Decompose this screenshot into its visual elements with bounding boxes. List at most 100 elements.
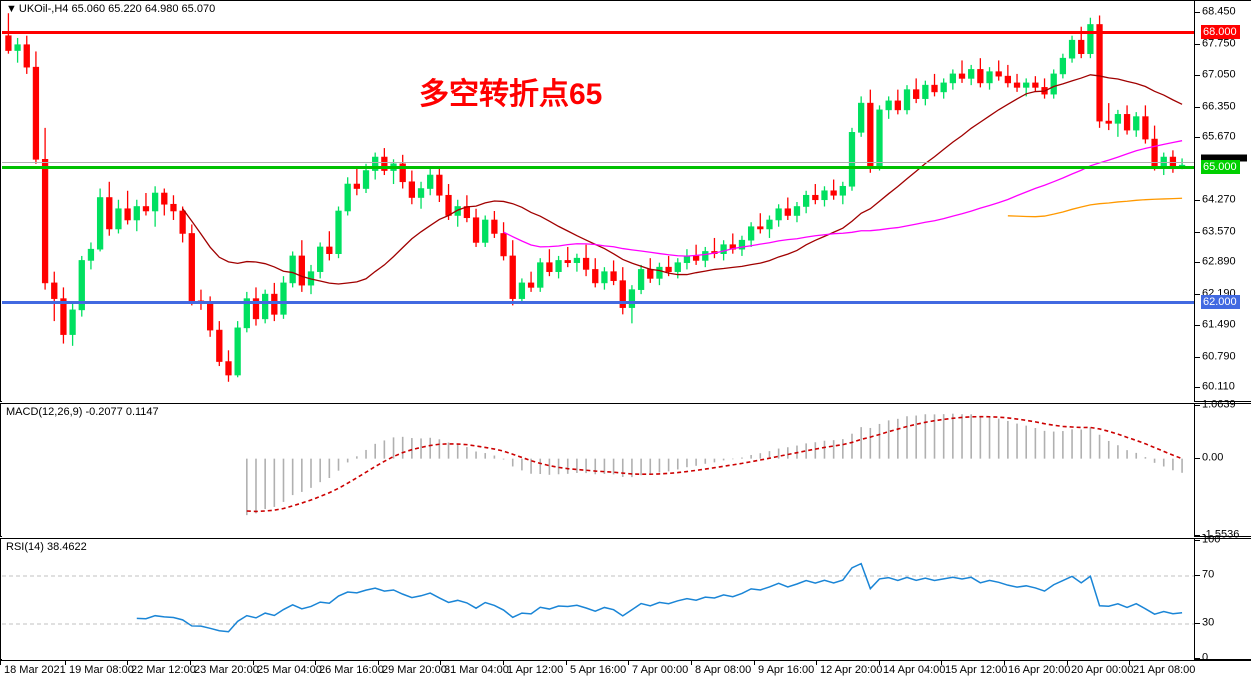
candle-body bbox=[317, 246, 324, 272]
price-tick bbox=[1195, 231, 1200, 233]
candle-body bbox=[848, 132, 856, 187]
last-price-block[interactable] bbox=[1201, 154, 1247, 162]
ma-slow-line bbox=[1007, 197, 1183, 218]
candle-body bbox=[518, 282, 526, 299]
price-scale-label: 67.050 bbox=[1202, 68, 1236, 81]
price-axis-divider bbox=[1194, 1, 1195, 401]
price-scale[interactable]: 68.450 67.750 67.050 66.350 65.670 64.270 63.5… bbox=[1195, 1, 1251, 401]
rsi-scale[interactable]: 100 70 30 0 bbox=[1195, 534, 1251, 663]
candle-body bbox=[766, 219, 773, 230]
candle-body bbox=[298, 255, 305, 286]
price-tag-68-000[interactable]: 68.000 bbox=[1201, 25, 1240, 40]
rsi-svg bbox=[2, 562, 1194, 633]
candle-body bbox=[23, 44, 30, 68]
rsi-tick bbox=[1195, 540, 1200, 541]
time-axis-label: 8 Apr 08:00 bbox=[695, 664, 752, 676]
hline-pivot-65[interactable] bbox=[2, 166, 1194, 170]
time-tick bbox=[1004, 661, 1005, 665]
time-axis-label: 29 Mar 20:00 bbox=[382, 664, 447, 676]
candle-body bbox=[894, 100, 901, 111]
macd-plot-area[interactable] bbox=[2, 405, 1194, 537]
ma-fast-line bbox=[182, 74, 1183, 285]
price-tag-65-000[interactable]: 65.000 bbox=[1201, 160, 1240, 175]
price-tick bbox=[1195, 262, 1200, 264]
hline-current-price-line[interactable] bbox=[2, 162, 1194, 164]
candle-body bbox=[720, 244, 727, 254]
candle-body bbox=[344, 183, 351, 212]
time-axis-label: 14 Apr 04:00 bbox=[883, 664, 946, 676]
candle-body bbox=[610, 271, 617, 281]
candle-body bbox=[968, 69, 975, 79]
candle-body bbox=[78, 260, 85, 311]
time-axis-label: 19 Mar 08:00 bbox=[69, 664, 134, 676]
macd-tick bbox=[1195, 457, 1200, 459]
candle-body bbox=[1068, 39, 1076, 59]
time-tick bbox=[628, 661, 629, 665]
hline-resistance-68[interactable] bbox=[2, 31, 1194, 35]
price-tick bbox=[1195, 293, 1200, 295]
price-tick bbox=[1195, 387, 1200, 389]
price-tick bbox=[1195, 12, 1200, 14]
candle-body bbox=[1032, 82, 1039, 88]
rsi-tick bbox=[1195, 575, 1200, 576]
candle-body bbox=[133, 206, 140, 221]
macd-svg bbox=[246, 413, 1183, 516]
candle-body bbox=[41, 159, 49, 284]
candle-body bbox=[647, 269, 654, 279]
candle-body bbox=[427, 174, 434, 189]
candle-body bbox=[142, 206, 150, 212]
candle-body bbox=[839, 185, 846, 196]
rsi-line bbox=[136, 562, 1183, 633]
candle-body bbox=[564, 260, 571, 263]
candle-body bbox=[958, 73, 966, 79]
candle-body bbox=[372, 156, 379, 171]
macd-signal-line bbox=[246, 415, 1183, 513]
candle-body bbox=[151, 192, 159, 212]
candle-body bbox=[472, 217, 480, 243]
time-axis[interactable]: 18 Mar 2021 19 Mar 08:00 22 Mar 12:00 23 Ma… bbox=[0, 660, 1251, 682]
candle-body bbox=[656, 266, 663, 279]
candle-body bbox=[537, 262, 544, 288]
time-axis-label: 9 Apr 16:00 bbox=[758, 664, 815, 676]
candle-body bbox=[271, 293, 278, 315]
price-tick bbox=[1195, 43, 1200, 45]
price-scale-label: 64.270 bbox=[1202, 193, 1236, 206]
rsi-plot-area[interactable] bbox=[2, 540, 1194, 660]
macd-scale-label: 1.0639 bbox=[1202, 398, 1236, 411]
candle-body bbox=[1151, 138, 1158, 167]
ma-mid-line bbox=[503, 140, 1183, 257]
candle-body bbox=[1133, 116, 1140, 131]
time-tick bbox=[1067, 661, 1068, 665]
price-scale-label: 66.350 bbox=[1202, 100, 1236, 113]
candle-body bbox=[69, 309, 76, 335]
price-panel-header: ▼ UKOil-,H4 65.060 65.220 64.980 65.070 bbox=[6, 4, 215, 15]
time-axis-label: 23 Mar 20:00 bbox=[194, 664, 259, 676]
time-tick bbox=[691, 661, 692, 665]
price-tag-62-000[interactable]: 62.000 bbox=[1201, 295, 1240, 310]
symbol-caret-icon[interactable]: ▼ bbox=[6, 3, 17, 15]
price-plot-area[interactable] bbox=[2, 2, 1194, 402]
candle-body bbox=[491, 219, 498, 234]
candle-body bbox=[454, 206, 461, 216]
price-scale-label: 67.750 bbox=[1202, 37, 1236, 50]
symbol-ohlc-label: UKOil-,H4 65.060 65.220 64.980 65.070 bbox=[18, 3, 216, 15]
time-tick bbox=[1129, 661, 1130, 665]
rsi-panel[interactable]: RSI(14) 38.4622 100 70 30 0 bbox=[0, 534, 1251, 663]
hline-support-62[interactable] bbox=[2, 301, 1194, 305]
candle-body bbox=[1114, 114, 1122, 124]
candle-body bbox=[665, 266, 672, 272]
candle-body bbox=[32, 66, 40, 160]
price-scale-label: 65.670 bbox=[1202, 130, 1236, 143]
macd-scale[interactable]: 1.0639 0.00 -1.5536 bbox=[1195, 399, 1251, 540]
candle-body bbox=[1096, 24, 1103, 122]
candle-body bbox=[885, 100, 892, 111]
candle-body bbox=[949, 73, 956, 84]
price-chart-panel[interactable]: ▼ UKOil-,H4 65.060 65.220 64.980 65.070 多… bbox=[0, 0, 1251, 402]
price-scale-label: 61.490 bbox=[1202, 318, 1236, 331]
candle-body bbox=[1160, 156, 1167, 167]
candle-body bbox=[1142, 116, 1149, 140]
macd-panel[interactable]: MACD(12,26,9) -0.2077 0.1147 1.0639 0.00 -… bbox=[0, 399, 1251, 540]
time-tick bbox=[127, 661, 128, 665]
candle-body bbox=[408, 181, 416, 198]
